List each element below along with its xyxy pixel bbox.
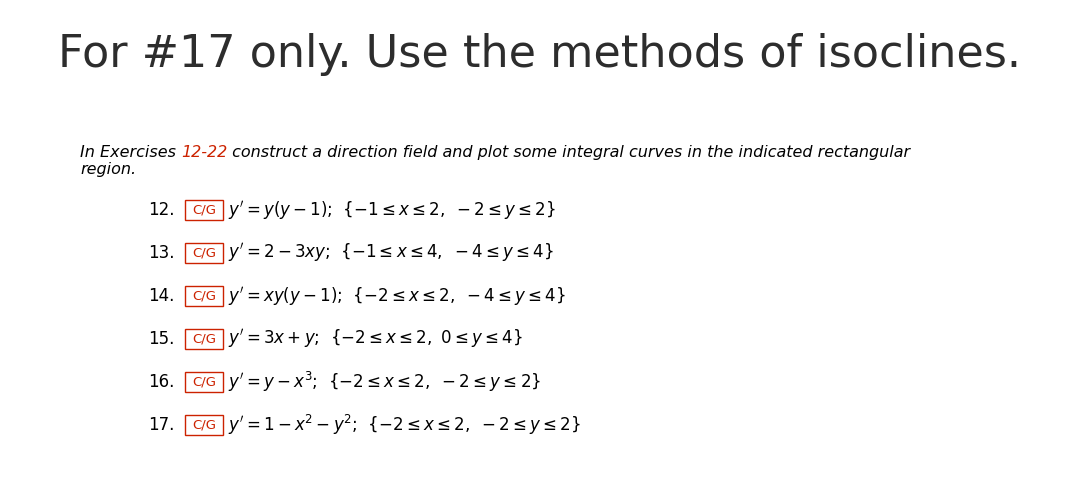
Text: 12-22: 12-22 [181, 145, 228, 160]
FancyBboxPatch shape [185, 286, 222, 306]
Text: $y' = xy(y-1)$;  $\{-2 \leq x \leq 2,\ -4 \leq y \leq 4\}$: $y' = xy(y-1)$; $\{-2 \leq x \leq 2,\ -4… [228, 285, 566, 307]
FancyBboxPatch shape [185, 200, 222, 220]
FancyBboxPatch shape [185, 372, 222, 392]
FancyBboxPatch shape [185, 329, 222, 349]
Text: $y' = y(y-1)$;  $\{-1 \leq x \leq 2,\ -2 \leq y \leq 2\}$: $y' = y(y-1)$; $\{-1 \leq x \leq 2,\ -2 … [228, 198, 556, 221]
Text: C/G: C/G [192, 376, 216, 389]
Text: C/G: C/G [192, 333, 216, 346]
Text: 15.: 15. [149, 330, 175, 348]
Text: 17.: 17. [149, 416, 175, 434]
Text: 16.: 16. [149, 373, 175, 391]
Text: 13.: 13. [149, 244, 175, 262]
FancyBboxPatch shape [185, 243, 222, 263]
Text: 12.: 12. [149, 201, 175, 219]
Text: C/G: C/G [192, 203, 216, 216]
Text: $y' = y - x^3$;  $\{-2 \leq x \leq 2,\ -2 \leq y \leq 2\}$: $y' = y - x^3$; $\{-2 \leq x \leq 2,\ -2… [228, 370, 541, 394]
Text: construct a direction field and plot some integral curves in the indicated recta: construct a direction field and plot som… [228, 145, 910, 160]
Text: 14.: 14. [149, 287, 175, 305]
Text: region.: region. [80, 162, 136, 177]
Text: $y' = 1 - x^2 - y^2$;  $\{-2 \leq x \leq 2,\ -2 \leq y \leq 2\}$: $y' = 1 - x^2 - y^2$; $\{-2 \leq x \leq … [228, 413, 581, 437]
Text: In Exercises: In Exercises [80, 145, 181, 160]
Text: $y' = 3x + y$;  $\{-2 \leq x \leq 2,\ 0 \leq y \leq 4\}$: $y' = 3x + y$; $\{-2 \leq x \leq 2,\ 0 \… [228, 328, 523, 350]
Text: C/G: C/G [192, 290, 216, 302]
Text: C/G: C/G [192, 418, 216, 432]
Text: $y' = 2 - 3xy$;  $\{-1 \leq x \leq 4,\ -4 \leq y \leq 4\}$: $y' = 2 - 3xy$; $\{-1 \leq x \leq 4,\ -4… [228, 242, 554, 264]
Text: C/G: C/G [192, 247, 216, 259]
Text: For #17 only. Use the methods of isoclines.: For #17 only. Use the methods of isoclin… [58, 34, 1022, 77]
FancyBboxPatch shape [185, 415, 222, 435]
